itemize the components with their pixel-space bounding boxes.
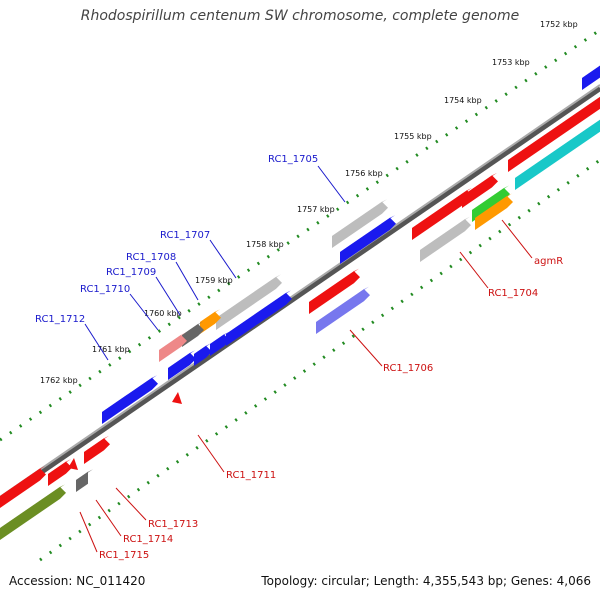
kbp-tick-label: 1760 kbp: [144, 309, 182, 318]
gene-block: [309, 268, 360, 314]
leader-line: [501, 219, 533, 259]
gene-block: [200, 309, 221, 334]
gene-block: [210, 331, 230, 356]
leader-line: [95, 499, 122, 537]
gene-label-reverse: RC1_1711: [226, 470, 276, 481]
kbp-tick-label: 1762 kbp: [40, 376, 78, 385]
gene-block: [226, 290, 292, 346]
gene-label-forward: RC1_1709: [106, 267, 156, 278]
gene-label-reverse: agmR: [534, 256, 563, 267]
chromosome-backbone: [0, 85, 600, 503]
gene-block: [216, 274, 282, 330]
gene-block: [0, 466, 46, 508]
gene-block: [84, 435, 110, 464]
kbp-tick-label: 1756 kbp: [345, 169, 383, 178]
kbp-tick-label: 1758 kbp: [246, 240, 284, 249]
leader-line: [317, 165, 346, 203]
gene-block: [194, 343, 212, 366]
leader-line: [115, 487, 147, 521]
gene-label-forward: RC1_1710: [80, 284, 130, 295]
gene-label-forward: RC1_1712: [35, 314, 85, 325]
kbp-tick-label: 1755 kbp: [394, 132, 432, 141]
leader-line: [79, 511, 98, 553]
gene-label-forward: RC1_1708: [126, 252, 176, 263]
gene-block: [76, 469, 93, 492]
gene-label-reverse: RC1_1706: [383, 363, 433, 374]
topology-text: Topology: circular; Length: 4,355,543 bp…: [261, 574, 591, 588]
gene-label-forward: RC1_1705: [268, 154, 318, 165]
gene-block: [462, 172, 498, 208]
gene-block: [582, 65, 600, 90]
leader-line: [129, 293, 159, 331]
gene-block: [515, 119, 600, 190]
gene-label-reverse: RC1_1714: [123, 534, 173, 545]
accession-text: Accession: NC_011420: [9, 574, 146, 588]
leader-line: [459, 251, 489, 289]
gene-block: [159, 332, 187, 362]
gene-block: [168, 350, 196, 380]
kbp-tick-label: 1759 kbp: [195, 276, 233, 285]
leader-line: [209, 239, 237, 279]
kbp-tick-label: 1752 kbp: [540, 20, 578, 29]
outer-scale-line: [0, 28, 600, 442]
kbp-tick-label: 1757 kbp: [297, 205, 335, 214]
gene-block: [420, 216, 471, 262]
gene-block: [316, 286, 370, 334]
gene-block: [472, 185, 510, 222]
gene-block: [412, 187, 473, 240]
gene-block: [508, 96, 600, 172]
leader-line: [84, 323, 109, 361]
inner-scale-line: [39, 158, 600, 562]
gene-label-reverse: RC1_1715: [99, 550, 149, 561]
gene-fragment: [68, 458, 78, 470]
gene-fragment: [172, 392, 182, 404]
leader-line: [349, 329, 383, 367]
gene-block: [340, 215, 396, 264]
gene-label-forward: RC1_1707: [160, 230, 210, 241]
kbp-tick-label: 1761 kbp: [92, 345, 130, 354]
leader-line: [155, 276, 181, 316]
gene-label-reverse: RC1_1704: [488, 288, 538, 299]
gene-block: [475, 193, 513, 230]
gene-label-reverse: RC1_1713: [148, 519, 198, 530]
leader-line: [175, 261, 199, 301]
gene-block: [0, 484, 66, 540]
kbp-tick-label: 1753 kbp: [492, 58, 530, 67]
backbone-highlight: [0, 84, 600, 498]
gene-block: [182, 321, 204, 347]
gene-block: [48, 459, 72, 486]
kbp-tick-label: 1754 kbp: [444, 96, 482, 105]
gene-block: [332, 199, 388, 248]
gene-block: [102, 375, 158, 424]
genome-title: Rhodospirillum centenum SW chromosome, c…: [80, 8, 520, 24]
leader-line: [197, 434, 225, 473]
